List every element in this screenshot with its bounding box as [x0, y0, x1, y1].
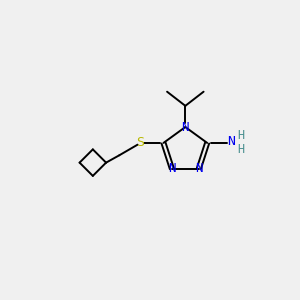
Text: N: N [168, 162, 176, 175]
Text: N: N [195, 162, 202, 175]
Text: H: H [237, 129, 244, 142]
Text: H: H [237, 143, 244, 156]
Text: N: N [182, 121, 189, 134]
Text: S: S [136, 136, 145, 149]
Text: N: N [227, 135, 235, 148]
